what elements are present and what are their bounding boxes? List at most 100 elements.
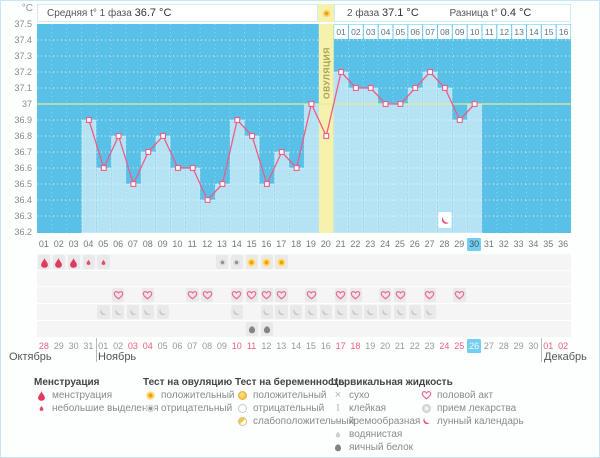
cycle-day-cell[interactable]: 01: [38, 239, 49, 249]
temperature-point[interactable]: [471, 101, 478, 107]
ovulation-test-positive-cell[interactable]: [260, 255, 273, 269]
calendar-day-cell[interactable]: 19: [365, 341, 376, 351]
cycle-day-cell[interactable]: 25: [394, 239, 405, 249]
cycle-day-cell[interactable]: 23: [365, 239, 376, 249]
temperature-point[interactable]: [189, 165, 196, 171]
cycle-day-cell[interactable]: 28: [439, 239, 450, 249]
dpo-cell[interactable]: [334, 24, 348, 40]
calendar-day-cell[interactable]: 16: [320, 341, 331, 351]
temperature-point[interactable]: [263, 181, 270, 187]
intercourse-cell[interactable]: [260, 288, 273, 302]
cf-creamy-cell[interactable]: [127, 305, 140, 319]
intercourse-cell[interactable]: [453, 288, 466, 302]
cf-creamy-cell[interactable]: [305, 305, 318, 319]
ovulation-test-negative-cell[interactable]: [216, 255, 229, 269]
intercourse-cell[interactable]: [201, 288, 214, 302]
calendar-day-cell[interactable]: 08: [202, 341, 213, 351]
cycle-day-cell[interactable]: 09: [157, 239, 168, 249]
calendar-day-cell[interactable]: 10: [231, 341, 242, 351]
temperature-point[interactable]: [308, 101, 315, 107]
day-bar[interactable]: [452, 119, 468, 234]
day-bar[interactable]: [155, 135, 171, 234]
cycle-day-cell[interactable]: 15: [246, 239, 257, 249]
chart-area[interactable]: ОВУЛЯЦИЯ 01 02 03 04 05 06 07 08 09 10 11 12 13 14 15 16: [37, 24, 571, 234]
cycle-day-cell[interactable]: 33: [513, 239, 524, 249]
calendar-day-cell[interactable]: 29: [513, 341, 524, 351]
cycle-day-cell[interactable]: 31: [483, 239, 494, 249]
calendar-day-cell[interactable]: 01: [98, 341, 109, 351]
calendar-day-cell[interactable]: 03: [127, 341, 138, 351]
intercourse-cell[interactable]: [275, 288, 288, 302]
temperature-point[interactable]: [441, 85, 448, 91]
cf-creamy-cell[interactable]: [408, 305, 422, 319]
intercourse-cell[interactable]: [112, 288, 125, 302]
cf-creamy-cell[interactable]: [379, 305, 392, 319]
intercourse-cell[interactable]: [379, 288, 392, 302]
day-bar[interactable]: [140, 151, 156, 234]
cycle-day-cell[interactable]: 02: [53, 239, 64, 249]
temperature-point[interactable]: [145, 149, 152, 155]
temperature-point[interactable]: [352, 85, 359, 91]
cycle-day-cell[interactable]: 36: [558, 239, 569, 249]
cycle-day-cell[interactable]: 04: [83, 239, 94, 249]
dpo-cell[interactable]: [378, 24, 393, 40]
temperature-point[interactable]: [160, 133, 167, 139]
intercourse-cell[interactable]: [334, 288, 347, 302]
temperature-point[interactable]: [382, 101, 389, 107]
calendar-day-cell[interactable]: 29: [53, 341, 64, 351]
temperature-point[interactable]: [412, 85, 419, 91]
day-bar[interactable]: [200, 199, 215, 234]
cf-creamy-cell[interactable]: [423, 305, 436, 319]
calendar-day-cell[interactable]: 28: [498, 341, 509, 351]
cycle-day-cell[interactable]: 21: [335, 239, 346, 249]
temperature-point[interactable]: [456, 117, 463, 123]
cycle-day-cell[interactable]: 06: [113, 239, 124, 249]
intercourse-cell[interactable]: [423, 288, 436, 302]
cf-creamy-cell[interactable]: [319, 305, 333, 319]
dpo-cell[interactable]: [512, 24, 526, 40]
calendar-day-cell[interactable]: 20: [380, 341, 391, 351]
calendar-day-cell[interactable]: 25: [454, 341, 465, 351]
temperature-point[interactable]: [323, 133, 330, 139]
calendar-day-cell[interactable]: 14: [291, 341, 302, 351]
cycle-day-cell[interactable]: 18: [291, 239, 302, 249]
calendar-day-cell[interactable]: 23: [424, 341, 435, 351]
temperature-point[interactable]: [338, 69, 345, 75]
calendar-day-cell[interactable]: 26: [467, 339, 481, 353]
temperature-point[interactable]: [204, 197, 211, 203]
calendar-day-cell[interactable]: 02: [558, 341, 569, 351]
cycle-day-cell[interactable]: 19: [305, 239, 316, 249]
cf-creamy-cell[interactable]: [275, 305, 288, 319]
calendar-day-cell[interactable]: 31: [83, 341, 94, 351]
menstruation-light-cell[interactable]: [97, 255, 110, 269]
temperature-point[interactable]: [397, 101, 404, 107]
cycle-day-cell[interactable]: 35: [543, 239, 554, 249]
dpo-cell[interactable]: [467, 24, 482, 40]
dpo-cell[interactable]: [393, 24, 408, 40]
day-bar[interactable]: [348, 87, 364, 234]
cf-eggwhite-cell[interactable]: [260, 322, 273, 336]
calendar-day-cell[interactable]: 07: [187, 341, 198, 351]
calendar-day-cell[interactable]: 30: [68, 341, 79, 351]
temperature-point[interactable]: [174, 165, 181, 171]
temperature-point[interactable]: [219, 181, 226, 187]
calendar-day-cell[interactable]: 12: [261, 341, 272, 351]
dpo-cell[interactable]: [556, 24, 571, 40]
cf-creamy-cell[interactable]: [156, 305, 169, 319]
day-bar[interactable]: [437, 87, 453, 234]
day-bar[interactable]: [126, 183, 141, 234]
calendar-day-cell[interactable]: 06: [172, 341, 183, 351]
temperature-point[interactable]: [234, 117, 241, 123]
ovulation-test-positive-cell[interactable]: [275, 255, 288, 269]
cycle-day-cell[interactable]: 24: [380, 239, 391, 249]
cycle-day-cell[interactable]: 22: [350, 239, 361, 249]
cycle-day-cell[interactable]: 20: [320, 239, 331, 249]
cf-eggwhite-cell[interactable]: [245, 322, 258, 336]
cycle-day-cell[interactable]: 29: [454, 239, 465, 249]
calendar-day-cell[interactable]: 11: [246, 341, 257, 351]
temperature-point[interactable]: [85, 117, 92, 123]
cf-creamy-cell[interactable]: [349, 305, 362, 319]
menstruation-heavy-cell[interactable]: [67, 255, 80, 269]
intercourse-cell[interactable]: [230, 288, 244, 302]
cycle-day-cell[interactable]: 30: [467, 238, 481, 251]
